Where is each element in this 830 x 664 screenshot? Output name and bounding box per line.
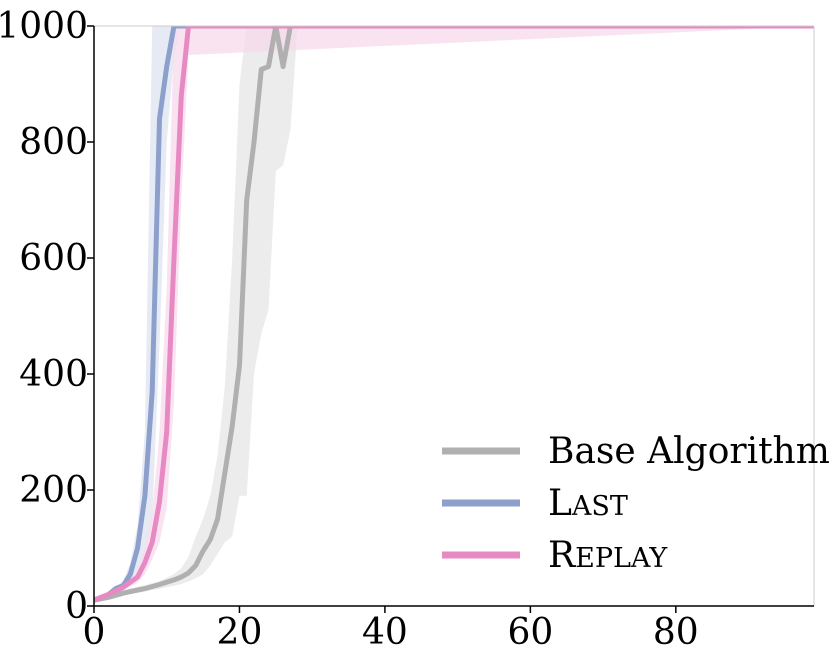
tick-labels: 0 200 400 600 800 1000 0 20 40 60 80 xyxy=(0,6,699,653)
y-tick-label: 800 xyxy=(19,122,88,163)
replay-band xyxy=(94,26,814,601)
confidence-bands xyxy=(94,26,814,601)
legend-label-last: LAST xyxy=(548,483,628,524)
replay-line xyxy=(94,26,814,603)
axes xyxy=(87,25,815,613)
legend: Base Algorithm LAST REPLAY xyxy=(442,431,830,576)
base-algorithm-band xyxy=(94,26,814,601)
legend-label-replay: REPLAY xyxy=(548,535,668,576)
x-tick-label: 0 xyxy=(83,612,106,653)
last-line xyxy=(94,26,814,603)
last-band xyxy=(94,26,814,601)
y-tick-label: 1000 xyxy=(0,6,88,47)
x-tick-label: 80 xyxy=(653,612,699,653)
y-tick-label: 400 xyxy=(19,354,88,395)
x-tick-label: 20 xyxy=(217,612,263,653)
x-tick-label: 40 xyxy=(362,612,408,653)
y-tick-label: 600 xyxy=(19,238,88,279)
y-tick-label: 200 xyxy=(19,470,88,511)
x-tick-label: 60 xyxy=(507,612,553,653)
base-algorithm-line xyxy=(94,26,814,603)
series-lines xyxy=(94,26,814,603)
legend-label-base-algorithm: Base Algorithm xyxy=(548,431,830,472)
y-tick-label: 0 xyxy=(65,586,88,627)
